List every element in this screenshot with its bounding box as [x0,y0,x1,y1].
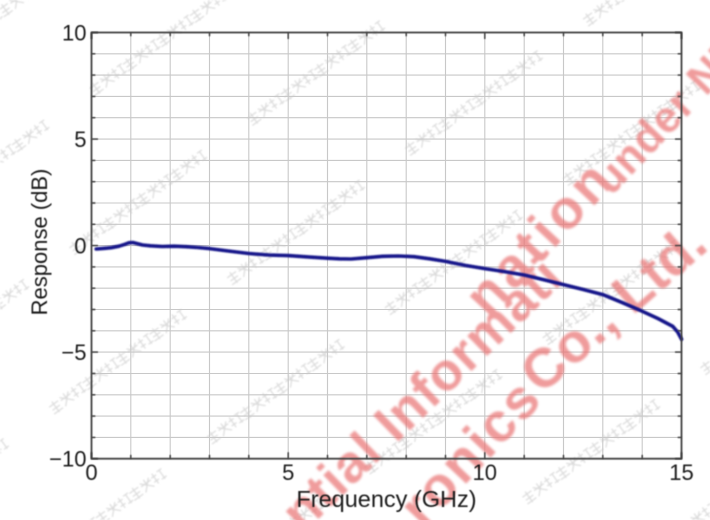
svg-text:−10: −10 [49,447,86,472]
svg-text:5: 5 [74,127,86,152]
svg-text:15: 15 [669,460,693,485]
svg-text:5: 5 [282,460,294,485]
svg-text:−5: −5 [61,340,86,365]
svg-text:0: 0 [74,234,86,259]
svg-text:Frequency (GHz): Frequency (GHz) [296,486,476,512]
svg-text:10: 10 [62,21,86,46]
svg-text:0: 0 [85,460,97,485]
svg-text:Response (dB): Response (dB) [27,169,52,316]
svg-text:10: 10 [473,460,497,485]
